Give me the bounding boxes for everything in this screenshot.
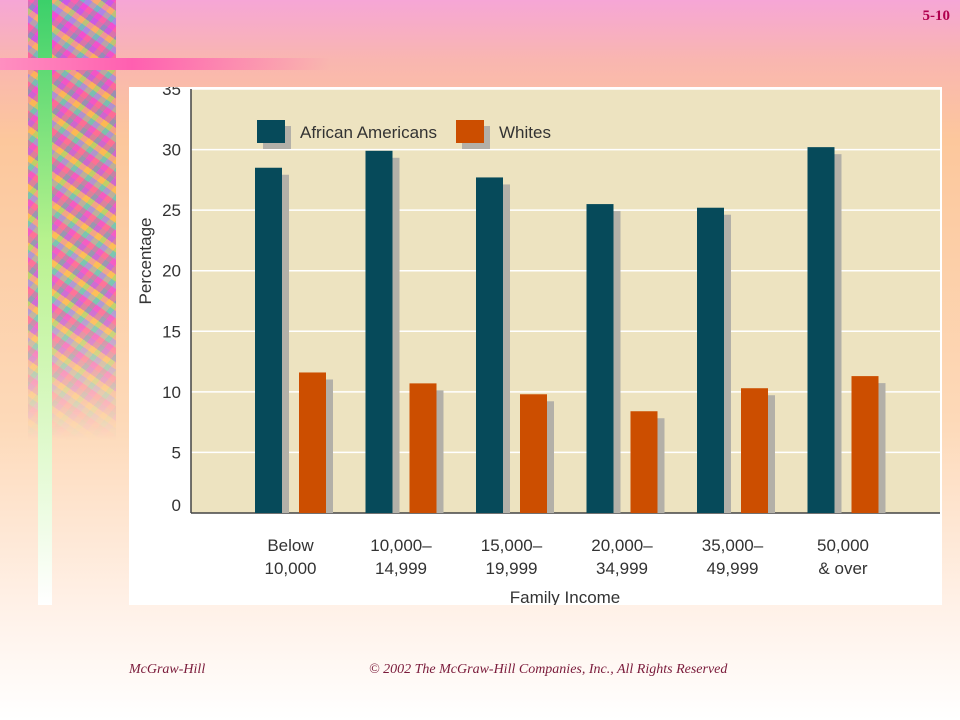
footer-copyright: © 2002 The McGraw-Hill Companies, Inc., … <box>369 662 728 677</box>
legend-label: African Americans <box>300 123 437 142</box>
y-tick-label: 35 <box>162 87 181 99</box>
decorative-horizontal-bar <box>0 58 330 70</box>
x-tick-label: 10,000– <box>370 536 432 555</box>
x-tick-label: 15,000– <box>481 536 543 555</box>
decorative-vertical-bar <box>38 0 52 605</box>
x-tick-label: 34,999 <box>596 559 648 578</box>
x-tick-label: 35,000– <box>702 536 764 555</box>
y-tick-label: 25 <box>162 201 181 220</box>
bar <box>807 147 835 514</box>
bar <box>697 207 724 513</box>
bar <box>586 204 614 513</box>
y-tick-label: 20 <box>162 262 181 281</box>
y-axis-label: Percentage <box>136 218 155 305</box>
slide-number: 5-10 <box>922 8 951 24</box>
bar <box>630 411 658 513</box>
y-tick-label: 30 <box>162 141 181 160</box>
bar <box>409 383 437 513</box>
bar <box>851 376 879 513</box>
x-tick-label: Below <box>267 536 314 555</box>
bar <box>476 177 503 513</box>
legend-label: Whites <box>499 123 551 142</box>
bar <box>365 150 393 514</box>
x-tick-label: 49,999 <box>707 559 759 578</box>
y-tick-label: 10 <box>162 383 181 402</box>
y-tick-label: 0 <box>172 496 181 515</box>
bar <box>520 394 547 513</box>
y-tick-label: 5 <box>172 443 181 462</box>
legend-swatch <box>257 120 285 143</box>
bar <box>741 388 768 513</box>
x-tick-label: 10,000 <box>265 559 317 578</box>
footer-publisher: McGraw-Hill <box>129 662 206 677</box>
x-tick-label: 14,999 <box>375 559 427 578</box>
x-tick-label: 19,999 <box>486 559 538 578</box>
x-tick-label: 50,000 <box>817 536 869 555</box>
x-axis-label: Family Income <box>510 588 621 605</box>
x-tick-label: 20,000– <box>591 536 653 555</box>
legend-swatch <box>456 120 484 143</box>
y-tick-label: 15 <box>162 322 181 341</box>
chart-panel: 0 5 10 15 20 25 30 35 Percentage Below 10,000 10,00… <box>129 87 942 605</box>
bar <box>255 167 282 513</box>
bar-chart: 0 5 10 15 20 25 30 35 Percentage Below 10,000 10,00… <box>136 87 940 605</box>
bar <box>299 372 326 513</box>
x-tick-label: & over <box>818 559 867 578</box>
